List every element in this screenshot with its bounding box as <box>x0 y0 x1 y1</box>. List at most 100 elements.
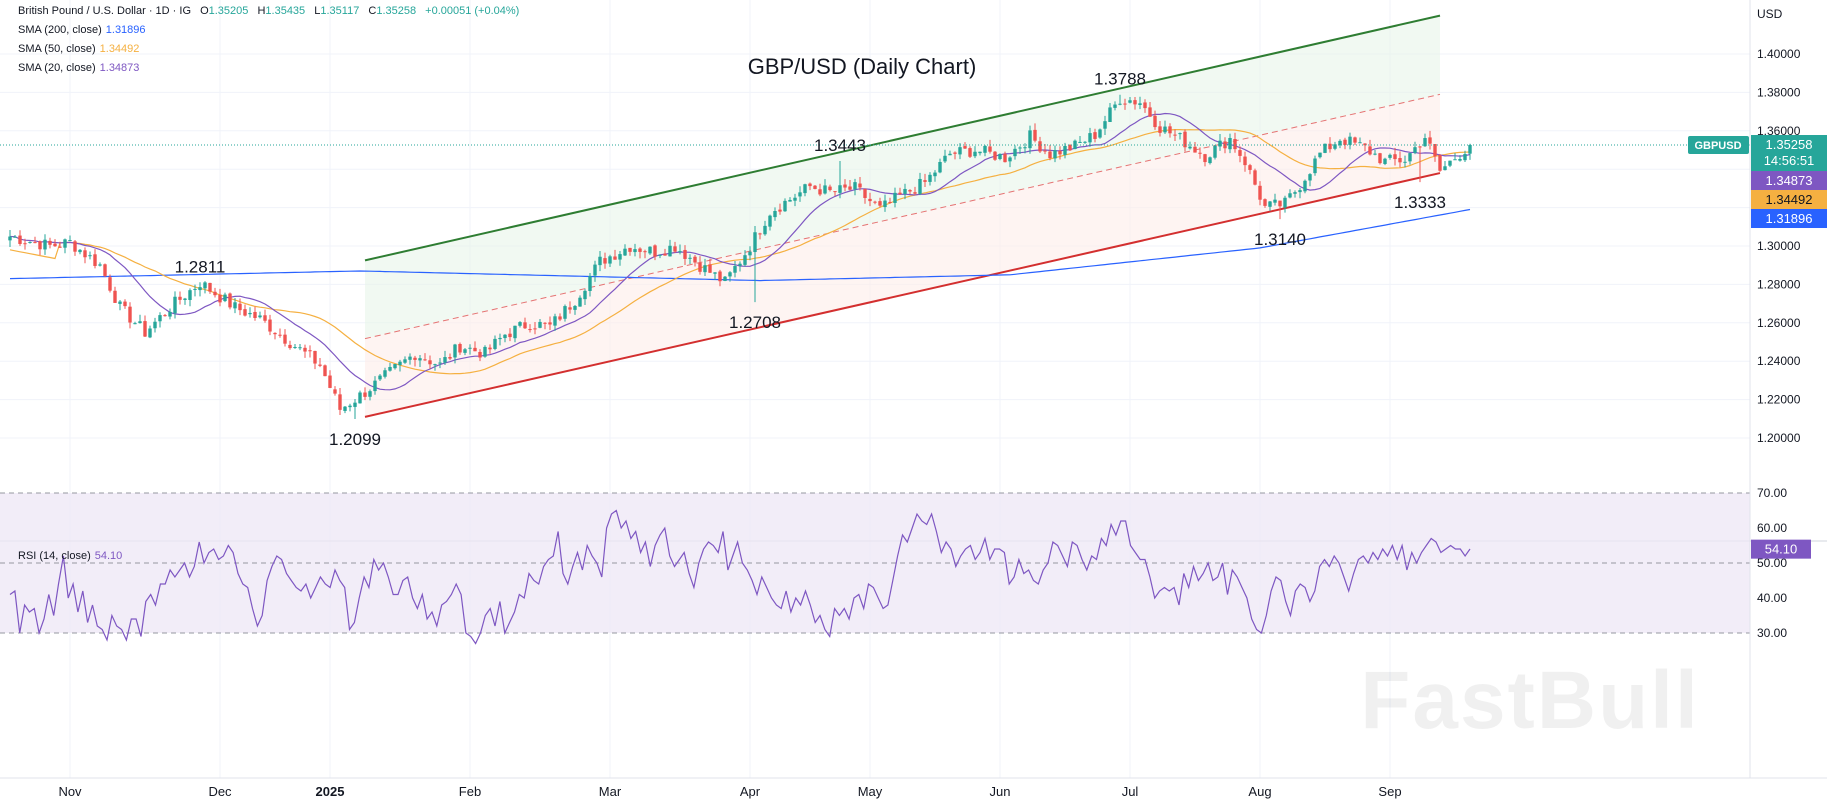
candle-body <box>983 145 987 153</box>
candle <box>38 240 42 255</box>
legend-sma20[interactable]: SMA (20, close) 1.34873 <box>18 62 139 74</box>
candle <box>753 226 757 303</box>
candle <box>163 314 167 317</box>
sma200-price-tag-value: 1.31896 <box>1766 211 1813 226</box>
candle <box>538 319 542 329</box>
candle-body <box>1453 159 1457 161</box>
candle <box>243 304 247 317</box>
candle-body <box>383 370 387 377</box>
ohlc-low: L1.35117 <box>314 5 360 17</box>
legend-sma50[interactable]: SMA (50, close) 1.34492 <box>18 43 139 55</box>
candle-body <box>768 215 772 227</box>
candle <box>188 288 192 307</box>
candle-body <box>833 191 837 193</box>
candle-body <box>143 321 147 337</box>
candle <box>1313 155 1317 176</box>
candle <box>123 299 127 309</box>
candle <box>203 281 207 294</box>
gbpusd-symbol-tag: GBPUSD <box>1688 136 1749 155</box>
candle-body <box>728 272 732 277</box>
candle-body <box>353 402 357 407</box>
candle-body <box>443 357 447 363</box>
candle <box>758 232 762 240</box>
candle-body <box>1433 143 1437 157</box>
candle-body <box>88 255 92 257</box>
sma200-price-tag: 1.31896 <box>1751 209 1827 229</box>
candle-body <box>888 201 892 203</box>
candle-body <box>1048 151 1052 159</box>
candle-body <box>348 405 352 408</box>
rsi-value-tag-bg <box>1751 539 1811 559</box>
notable-price-label: 1.2811 <box>175 257 226 276</box>
candle-body <box>363 392 367 397</box>
candle <box>443 350 447 366</box>
candle <box>1243 151 1247 172</box>
notable-price-labels: 1.2811 1.2099 1.2708 1.3443 1.3788 1.3140 1.33… <box>175 70 1446 449</box>
candle-body <box>1458 159 1462 161</box>
candle <box>973 146 977 159</box>
candle-body <box>638 248 642 252</box>
candle <box>1438 154 1442 172</box>
price-axis[interactable]: 1.400001.380001.360001.340001.320001.300… <box>1757 47 1801 445</box>
candle <box>253 306 257 321</box>
time-axis[interactable]: Nov Dec 2025 Feb Mar Apr May Jun Jul Aug Sep <box>58 784 1401 799</box>
candle-body <box>648 246 652 254</box>
legend-sma200[interactable]: SMA (200, close) 1.31896 <box>18 24 146 36</box>
candle-body <box>858 183 862 188</box>
candle-body <box>1098 129 1102 138</box>
candle-body <box>483 346 487 357</box>
candle-body <box>1318 152 1322 158</box>
candle-body <box>153 321 157 329</box>
candle-body <box>1008 157 1012 162</box>
candle-body <box>998 154 1002 160</box>
candle-body <box>618 254 622 260</box>
candle <box>683 245 687 266</box>
symbol-legend[interactable]: British Pound / U.S. Dollar · 1D · IG O1… <box>18 5 519 17</box>
notable-price-label: 1.3788 <box>1094 70 1146 89</box>
candle-body <box>733 266 737 273</box>
candle <box>1163 120 1167 134</box>
candle <box>698 256 702 275</box>
candle <box>1098 128 1102 139</box>
candle <box>778 203 782 215</box>
candle-body <box>1233 138 1237 150</box>
candle <box>1103 115 1107 135</box>
candle <box>393 363 397 370</box>
currency-label: USD <box>1757 7 1783 21</box>
candle-body <box>1273 199 1277 203</box>
candle <box>358 390 362 404</box>
candle-body <box>1323 143 1327 153</box>
candle-body <box>633 249 637 253</box>
candle-body <box>708 264 712 273</box>
candle <box>688 254 692 265</box>
candle <box>733 260 737 278</box>
candle-body <box>553 316 557 326</box>
candle <box>183 297 187 305</box>
candle-body <box>18 235 22 244</box>
candle <box>613 249 617 260</box>
candle-body <box>158 315 162 322</box>
channel-upper-fill <box>365 15 1440 339</box>
candle-body <box>1388 154 1392 158</box>
time-tick-label: Apr <box>740 784 761 799</box>
candle <box>1018 146 1022 155</box>
rsi-axis[interactable]: 70.00 60.00 50.00 40.00 30.00 54.10 <box>1751 486 1811 640</box>
candle <box>208 282 212 294</box>
candle <box>748 246 752 261</box>
candle <box>1208 156 1212 165</box>
candle-body <box>98 264 102 266</box>
ohlc-close: C1.35258 <box>368 5 417 17</box>
candle-body <box>1248 165 1252 170</box>
candle-body <box>1178 133 1182 135</box>
candle <box>1433 143 1437 162</box>
sma50-price-tag: 1.34492 <box>1751 190 1827 210</box>
candle <box>313 350 317 370</box>
candle-body <box>1328 143 1332 150</box>
candle <box>728 271 732 282</box>
candle <box>138 314 142 324</box>
candle <box>838 160 842 199</box>
candle-body <box>463 349 467 353</box>
candle-body <box>278 334 282 336</box>
candle-body <box>913 192 917 194</box>
legend-rsi[interactable]: RSI (14, close) 54.10 <box>18 550 122 562</box>
